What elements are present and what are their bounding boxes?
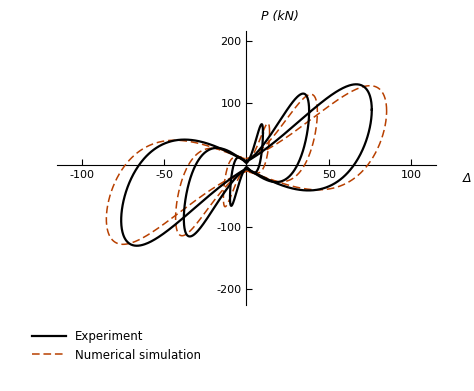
Text: Δ (mm): Δ (mm) <box>463 172 474 185</box>
Text: P (kN): P (kN) <box>261 10 299 23</box>
Legend: Experiment, Numerical simulation: Experiment, Numerical simulation <box>32 330 201 362</box>
